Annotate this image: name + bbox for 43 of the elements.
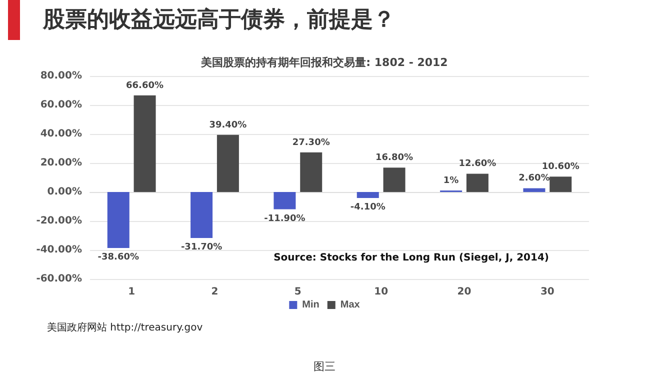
text: 图三 — [314, 360, 336, 373]
data-label: 66.60% — [126, 80, 164, 91]
x-tick-label: 5 — [294, 286, 302, 298]
x-tick-label: 10 — [374, 286, 388, 298]
y-tick-label: 60.00% — [40, 100, 82, 110]
bar — [300, 152, 322, 192]
data-label: -31.70% — [180, 242, 222, 252]
bar — [216, 134, 239, 192]
bar — [550, 176, 572, 192]
bar — [190, 192, 213, 238]
y-tick-label: -40.00% — [36, 244, 82, 256]
data-label: -4.10% — [350, 202, 386, 212]
annotation: Source: Stocks for the Long Run (Siegel, J, 2014) — [274, 252, 550, 264]
data-label: 16.80% — [376, 153, 414, 164]
data-label: 27.30% — [292, 138, 330, 148]
data-label: 39.40% — [209, 120, 247, 130]
bar — [107, 192, 130, 248]
chart-subtitle: 美国股票的持有期年回报和交易量: 1802 - 2012 — [200, 56, 448, 69]
bar — [274, 192, 296, 210]
legend-label: Min — [302, 300, 320, 310]
x-tick-label: 30 — [540, 286, 554, 298]
legend-label: Max — [340, 300, 360, 310]
data-label: -11.90% — [264, 214, 306, 224]
data-label: 12.60% — [458, 159, 496, 170]
bar — [523, 188, 546, 192]
y-tick-label: 80.00% — [40, 70, 82, 82]
data-label: 1% — [443, 176, 459, 186]
y-tick-label: 20.00% — [40, 158, 82, 168]
x-tick-label: 1 — [128, 286, 136, 298]
y-tick-label: -60.00% — [36, 274, 82, 284]
bar — [134, 95, 156, 192]
text: 美国政府网站 http://treasury.gov — [47, 322, 203, 334]
bar — [466, 174, 488, 192]
x-tick-label: 2 — [211, 286, 218, 298]
y-tick-label: -20.00% — [36, 216, 82, 226]
x-tick-label: 20 — [457, 286, 472, 298]
chart-title: 股票的收益远远高于债券，前提是？ — [42, 6, 395, 32]
data-label: -38.60% — [98, 252, 139, 262]
bar — [356, 192, 379, 198]
y-tick-label: 0.00% — [47, 186, 82, 198]
bar — [383, 168, 406, 192]
data-label: 10.60% — [542, 162, 580, 172]
y-tick-label: 40.00% — [40, 128, 82, 140]
